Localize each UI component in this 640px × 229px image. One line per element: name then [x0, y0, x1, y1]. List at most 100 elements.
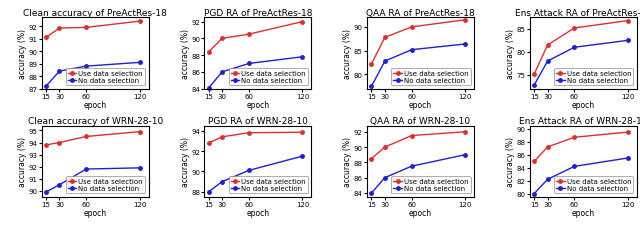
No data selection	[42, 191, 50, 194]
No data selection	[461, 44, 469, 46]
X-axis label: epoch: epoch	[409, 208, 432, 217]
X-axis label: epoch: epoch	[409, 101, 432, 110]
No data selection	[218, 71, 226, 74]
Use data selection	[83, 27, 90, 30]
No data selection	[408, 49, 415, 52]
Legend: Use data selection, No data selection: Use data selection, No data selection	[554, 69, 634, 86]
Legend: Use data selection, No data selection: Use data selection, No data selection	[228, 69, 308, 86]
Use data selection	[136, 131, 143, 134]
Line: No data selection: No data selection	[44, 61, 141, 88]
No data selection	[624, 40, 632, 43]
Use data selection	[624, 131, 632, 134]
Use data selection	[544, 44, 552, 47]
Use data selection	[218, 38, 226, 41]
Line: Use data selection: Use data selection	[370, 19, 467, 66]
No data selection	[299, 155, 307, 158]
Line: No data selection: No data selection	[370, 43, 467, 89]
Legend: Use data selection, No data selection: Use data selection, No data selection	[392, 69, 470, 86]
Use data selection	[56, 27, 63, 30]
Line: Use data selection: Use data selection	[44, 20, 141, 40]
No data selection	[136, 167, 143, 169]
No data selection	[42, 85, 50, 88]
No data selection	[245, 63, 253, 65]
Title: Ens Attack RA of PreActRes-18: Ens Attack RA of PreActRes-18	[515, 8, 640, 18]
Line: Use data selection: Use data selection	[207, 21, 304, 54]
Title: Clean accuracy of WRN-28-10: Clean accuracy of WRN-28-10	[28, 116, 163, 125]
Use data selection	[136, 21, 143, 23]
No data selection	[381, 177, 388, 179]
No data selection	[56, 71, 63, 73]
Use data selection	[570, 27, 578, 30]
Line: Use data selection: Use data selection	[532, 20, 630, 76]
No data selection	[408, 165, 415, 168]
Y-axis label: accuracy (%): accuracy (%)	[18, 137, 27, 186]
Use data selection	[531, 73, 538, 76]
X-axis label: epoch: epoch	[572, 101, 595, 110]
Line: No data selection: No data selection	[370, 153, 467, 195]
Line: No data selection: No data selection	[532, 39, 630, 87]
No data selection	[299, 56, 307, 59]
Line: Use data selection: Use data selection	[532, 131, 630, 163]
Line: No data selection: No data selection	[207, 56, 304, 90]
X-axis label: epoch: epoch	[246, 208, 269, 217]
Line: No data selection: No data selection	[532, 157, 630, 195]
Y-axis label: accuracy (%): accuracy (%)	[506, 29, 515, 79]
Legend: Use data selection, No data selection: Use data selection, No data selection	[554, 176, 634, 194]
No data selection	[205, 191, 212, 193]
Use data selection	[42, 144, 50, 147]
Use data selection	[461, 19, 469, 22]
Use data selection	[461, 131, 469, 134]
Y-axis label: accuracy (%): accuracy (%)	[180, 137, 190, 186]
X-axis label: epoch: epoch	[84, 208, 107, 217]
Title: QAA RA of WRN-28-10: QAA RA of WRN-28-10	[371, 116, 470, 125]
Use data selection	[218, 136, 226, 139]
Y-axis label: accuracy (%): accuracy (%)	[344, 29, 353, 79]
Use data selection	[299, 21, 307, 24]
Y-axis label: accuracy (%): accuracy (%)	[180, 29, 190, 79]
No data selection	[205, 87, 212, 90]
No data selection	[544, 60, 552, 63]
Use data selection	[205, 51, 212, 54]
Title: QAA RA of PreActRes-18: QAA RA of PreActRes-18	[366, 8, 475, 18]
No data selection	[570, 165, 578, 168]
Use data selection	[205, 142, 212, 145]
Y-axis label: accuracy (%): accuracy (%)	[506, 137, 515, 186]
No data selection	[245, 169, 253, 172]
Line: Use data selection: Use data selection	[44, 130, 141, 147]
Y-axis label: accuracy (%): accuracy (%)	[18, 29, 27, 79]
Legend: Use data selection, No data selection: Use data selection, No data selection	[66, 176, 145, 194]
No data selection	[367, 192, 375, 194]
Use data selection	[245, 132, 253, 134]
Use data selection	[367, 158, 375, 160]
No data selection	[83, 168, 90, 171]
No data selection	[624, 157, 632, 160]
Use data selection	[56, 142, 63, 144]
No data selection	[531, 192, 538, 195]
Legend: Use data selection, No data selection: Use data selection, No data selection	[66, 69, 145, 86]
No data selection	[570, 47, 578, 49]
X-axis label: epoch: epoch	[572, 208, 595, 217]
Use data selection	[245, 34, 253, 36]
Title: PGD RA of WRN-28-10: PGD RA of WRN-28-10	[208, 116, 308, 125]
No data selection	[367, 85, 375, 88]
No data selection	[56, 184, 63, 186]
Use data selection	[624, 20, 632, 23]
Legend: Use data selection, No data selection: Use data selection, No data selection	[392, 176, 470, 194]
Use data selection	[367, 63, 375, 66]
Title: Ens Attack RA of WRN-28-10: Ens Attack RA of WRN-28-10	[519, 116, 640, 125]
Line: No data selection: No data selection	[207, 155, 304, 194]
Line: Use data selection: Use data selection	[207, 131, 304, 145]
Use data selection	[408, 26, 415, 29]
Use data selection	[544, 146, 552, 149]
Use data selection	[299, 131, 307, 134]
X-axis label: epoch: epoch	[246, 101, 269, 110]
No data selection	[136, 62, 143, 64]
Use data selection	[408, 135, 415, 137]
X-axis label: epoch: epoch	[84, 101, 107, 110]
Use data selection	[83, 136, 90, 138]
Use data selection	[42, 37, 50, 40]
No data selection	[461, 154, 469, 156]
Line: Use data selection: Use data selection	[370, 131, 467, 161]
No data selection	[544, 178, 552, 181]
Use data selection	[531, 160, 538, 163]
